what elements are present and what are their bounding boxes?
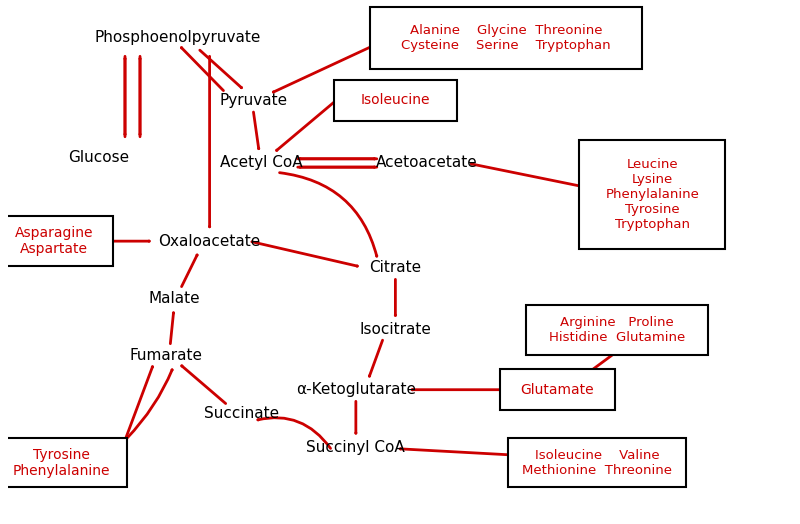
FancyBboxPatch shape <box>0 438 127 487</box>
Text: Pyruvate: Pyruvate <box>219 93 287 108</box>
Text: Succinate: Succinate <box>204 406 278 421</box>
Text: Alanine    Glycine  Threonine
Cysteine    Serine    Tryptophan: Alanine Glycine Threonine Cysteine Serin… <box>402 24 611 52</box>
Text: Tyrosine
Phenylalanine: Tyrosine Phenylalanine <box>13 447 110 478</box>
Text: Oxaloacetate: Oxaloacetate <box>158 234 261 249</box>
Text: Arginine   Proline
Histidine  Glutamine: Arginine Proline Histidine Glutamine <box>549 316 685 344</box>
FancyBboxPatch shape <box>508 438 686 487</box>
Text: Acetyl CoA: Acetyl CoA <box>220 156 302 170</box>
FancyBboxPatch shape <box>334 80 457 121</box>
FancyBboxPatch shape <box>0 216 113 266</box>
Text: Glutamate: Glutamate <box>521 383 594 397</box>
Text: Isoleucine    Valine
Methionine  Threonine: Isoleucine Valine Methionine Threonine <box>522 449 672 477</box>
FancyBboxPatch shape <box>526 305 708 355</box>
Text: Malate: Malate <box>148 291 200 306</box>
Text: Asparagine
Aspartate: Asparagine Aspartate <box>14 226 93 256</box>
FancyBboxPatch shape <box>579 139 726 249</box>
Text: Citrate: Citrate <box>370 260 422 275</box>
FancyBboxPatch shape <box>500 369 614 410</box>
FancyBboxPatch shape <box>370 7 642 69</box>
Text: Acetoacetate: Acetoacetate <box>376 156 478 170</box>
Text: Fumarate: Fumarate <box>130 348 202 363</box>
Text: Glucose: Glucose <box>68 150 130 165</box>
Text: Succinyl CoA: Succinyl CoA <box>306 440 406 454</box>
Text: Phosphoenolpyruvate: Phosphoenolpyruvate <box>94 30 261 46</box>
Text: α-Ketoglutarate: α-Ketoglutarate <box>296 382 416 397</box>
Text: Isocitrate: Isocitrate <box>359 322 431 337</box>
Text: Leucine
Lysine
Phenylalanine
Tyrosine
Tryptophan: Leucine Lysine Phenylalanine Tyrosine Tr… <box>606 158 699 231</box>
Text: Isoleucine: Isoleucine <box>361 93 430 107</box>
